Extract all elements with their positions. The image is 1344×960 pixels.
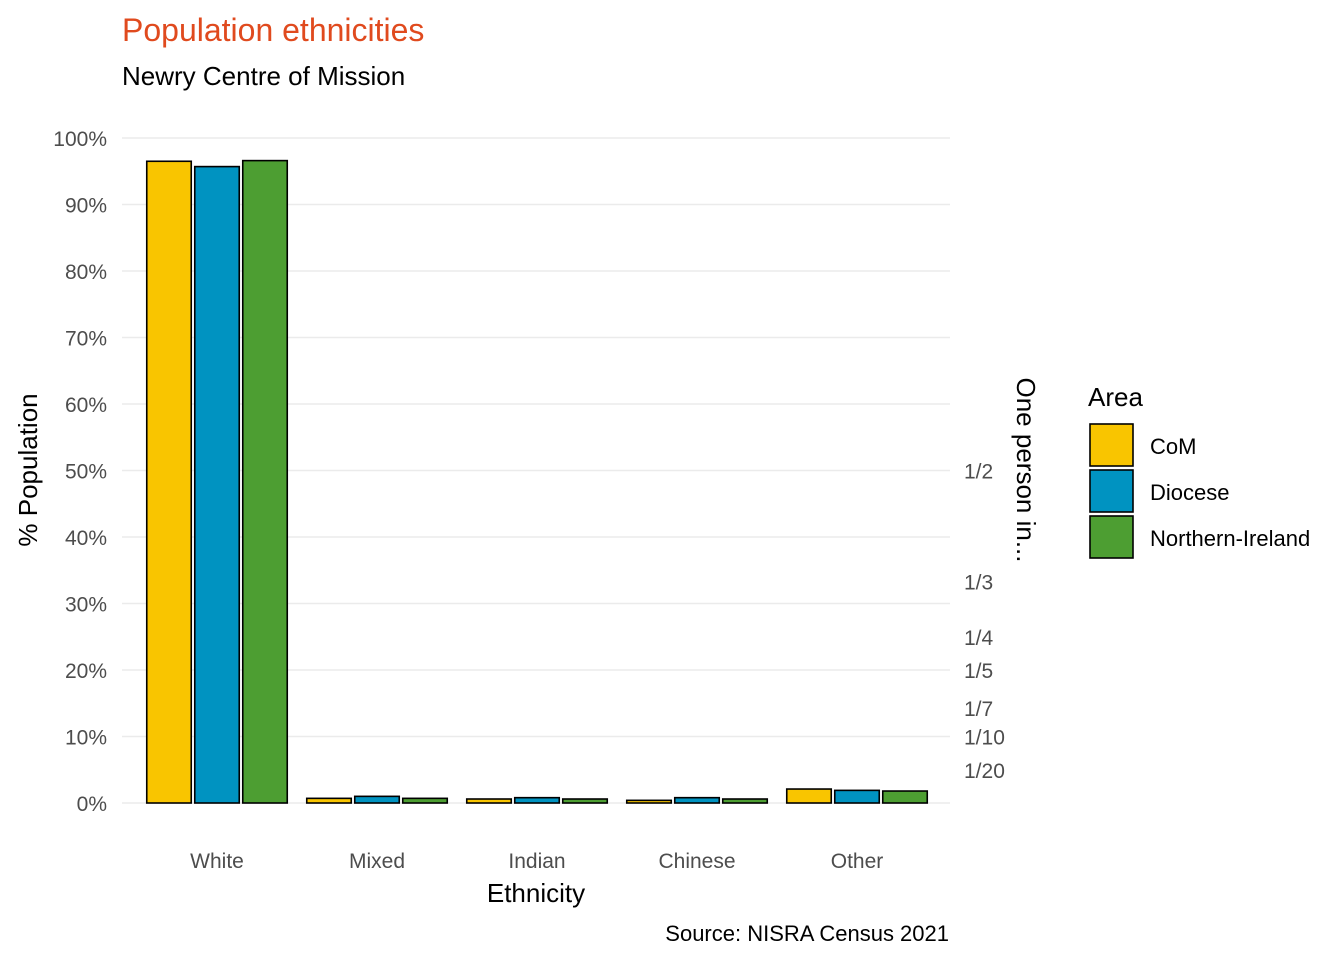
y-tick-label: 20%	[65, 660, 107, 683]
bar-mixed-diocese	[353, 795, 401, 804]
chart-title: Population ethnicities	[122, 12, 424, 48]
y-tick-label: 90%	[65, 195, 107, 218]
y-axis: 0% 10% 20% 30% 40% 50% 60% 70% 80% 90% 100%	[53, 128, 107, 816]
x-tick-label: Indian	[508, 850, 565, 873]
legend-swatch	[1089, 469, 1134, 513]
y-tick-label: 80%	[65, 261, 107, 284]
bar-chinese-northern-ireland	[721, 798, 769, 804]
secondary-y-axis: 1/2 1/3 1/4 1/5 1/7 1/10 1/20	[964, 461, 1005, 783]
secondary-y-axis-title: One person in...	[1011, 378, 1041, 563]
x-tick-label: Other	[831, 850, 884, 873]
y-tick-label: 50%	[65, 461, 107, 484]
secondary-y-tick-label: 1/10	[964, 727, 1005, 750]
legend-swatch	[1089, 515, 1134, 559]
bar-other-diocese	[833, 789, 881, 804]
bar-white-diocese	[193, 165, 241, 804]
legend-title: Area	[1088, 382, 1143, 412]
y-tick-label: 60%	[65, 394, 107, 417]
y-tick-label: 100%	[53, 128, 107, 151]
bar-chinese-diocese	[673, 796, 721, 804]
secondary-y-tick-label: 1/7	[964, 698, 993, 721]
bar-other-com	[785, 788, 833, 804]
bar-indian-diocese	[513, 796, 561, 804]
x-tick-label: Chinese	[658, 850, 735, 873]
secondary-y-tick-label: 1/2	[964, 461, 993, 484]
bar-chinese-com	[625, 799, 673, 804]
x-axis-title: Ethnicity	[487, 878, 585, 908]
bar-white-com	[145, 160, 193, 804]
bar-indian-northern-ireland	[561, 798, 609, 804]
legend: CoM Diocese Northern-Ireland	[1089, 423, 1310, 559]
bar-other-northern-ireland	[881, 790, 929, 804]
bar-mixed-northern-ireland	[401, 797, 449, 804]
secondary-y-tick-label: 1/5	[964, 660, 993, 683]
x-axis: White Mixed Indian Chinese Other	[190, 850, 883, 873]
bar-mixed-com	[305, 797, 353, 804]
y-tick-label: 10%	[65, 727, 107, 750]
legend-swatch	[1089, 423, 1134, 467]
y-axis-title: % Population	[13, 393, 43, 546]
secondary-y-tick-label: 1/20	[964, 760, 1005, 783]
legend-label: CoM	[1150, 434, 1196, 459]
chart-subtitle: Newry Centre of Mission	[122, 61, 405, 91]
secondary-y-tick-label: 1/4	[964, 627, 994, 650]
y-tick-label: 70%	[65, 328, 107, 351]
y-tick-label: 0%	[77, 793, 107, 816]
bar-white-northern-ireland	[241, 159, 289, 804]
caption: Source: NISRA Census 2021	[665, 921, 949, 946]
x-tick-label: Mixed	[349, 850, 405, 873]
secondary-y-tick-label: 1/3	[964, 571, 993, 594]
y-tick-label: 40%	[65, 527, 107, 550]
bar-indian-com	[465, 798, 513, 804]
bars	[145, 159, 929, 804]
x-tick-label: White	[190, 850, 244, 873]
legend-label: Diocese	[1150, 480, 1229, 505]
legend-label: Northern-Ireland	[1150, 526, 1310, 551]
y-tick-label: 30%	[65, 594, 107, 617]
